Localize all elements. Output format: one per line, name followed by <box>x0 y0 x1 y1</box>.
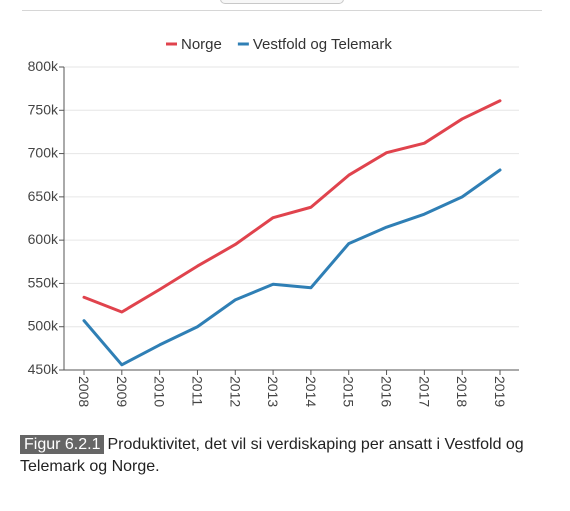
y-tick-label: 750k <box>28 101 59 117</box>
data-point <box>309 205 313 209</box>
y-tick-label: 650k <box>28 188 59 204</box>
y-tick-label: 700k <box>28 145 59 161</box>
line-chart: Norge Vestfold og Telemark 450k 500k 550k 60… <box>28 36 519 407</box>
y-tick-label: 450k <box>28 361 59 377</box>
y-tick-label: 500k <box>28 318 59 334</box>
series-line-0 <box>82 99 502 314</box>
legend-label: Norge <box>181 36 222 53</box>
x-tick-label: 2019 <box>492 376 508 407</box>
figure-label: Figur 6.2.1 <box>20 435 105 454</box>
data-point <box>460 195 464 199</box>
y-axis: 450k 500k 550k 600k 650k 700k 750k 800k <box>28 58 65 377</box>
data-point <box>158 287 162 291</box>
series-line-1 <box>82 168 502 367</box>
y-tick-label: 800k <box>28 58 59 74</box>
data-point <box>385 225 389 229</box>
x-tick-label: 2012 <box>227 376 243 407</box>
x-tick-label: 2018 <box>454 376 470 407</box>
grid <box>64 66 519 371</box>
x-tick-label: 2015 <box>341 376 357 407</box>
data-point <box>195 325 199 329</box>
data-point <box>422 141 426 145</box>
data-point <box>195 264 199 268</box>
legend: Norge Vestfold og Telemark <box>166 36 392 53</box>
data-point <box>233 298 237 302</box>
data-point <box>460 117 464 121</box>
x-tick-label: 2009 <box>114 376 130 407</box>
data-point <box>347 242 351 246</box>
y-tick-label: 550k <box>28 274 59 290</box>
caption-text: Produktivitet, det vil si verdiskaping p… <box>20 436 524 475</box>
figure-caption: Figur 6.2.1 Produktivitet, det vil si ver… <box>20 434 550 478</box>
data-point <box>120 310 124 314</box>
x-tick-label: 2016 <box>379 376 395 407</box>
x-tick-label: 2010 <box>152 376 168 407</box>
legend-label: Vestfold og Telemark <box>253 36 392 53</box>
data-point <box>158 343 162 347</box>
data-point <box>422 212 426 216</box>
x-tick-label: 2014 <box>303 376 319 407</box>
data-point <box>271 282 275 286</box>
top-divider <box>22 10 542 11</box>
x-tick-label: 2008 <box>76 376 92 407</box>
data-point <box>498 99 502 103</box>
data-point <box>309 286 313 290</box>
x-tick-label: 2017 <box>416 376 432 407</box>
y-tick-label: 600k <box>28 231 59 247</box>
data-point <box>82 295 86 299</box>
data-point <box>385 151 389 155</box>
x-tick-label: 2011 <box>189 376 205 406</box>
data-point <box>120 363 124 367</box>
data-point <box>271 216 275 220</box>
x-tick-label: 2013 <box>265 376 281 407</box>
data-point <box>82 319 86 323</box>
x-axis: 2008 2009 2010 2011 2012 2013 2014 2015 2016 2017… <box>64 369 519 407</box>
data-point <box>233 242 237 246</box>
data-point <box>347 173 351 177</box>
data-point <box>498 168 502 172</box>
series-group <box>82 99 502 367</box>
